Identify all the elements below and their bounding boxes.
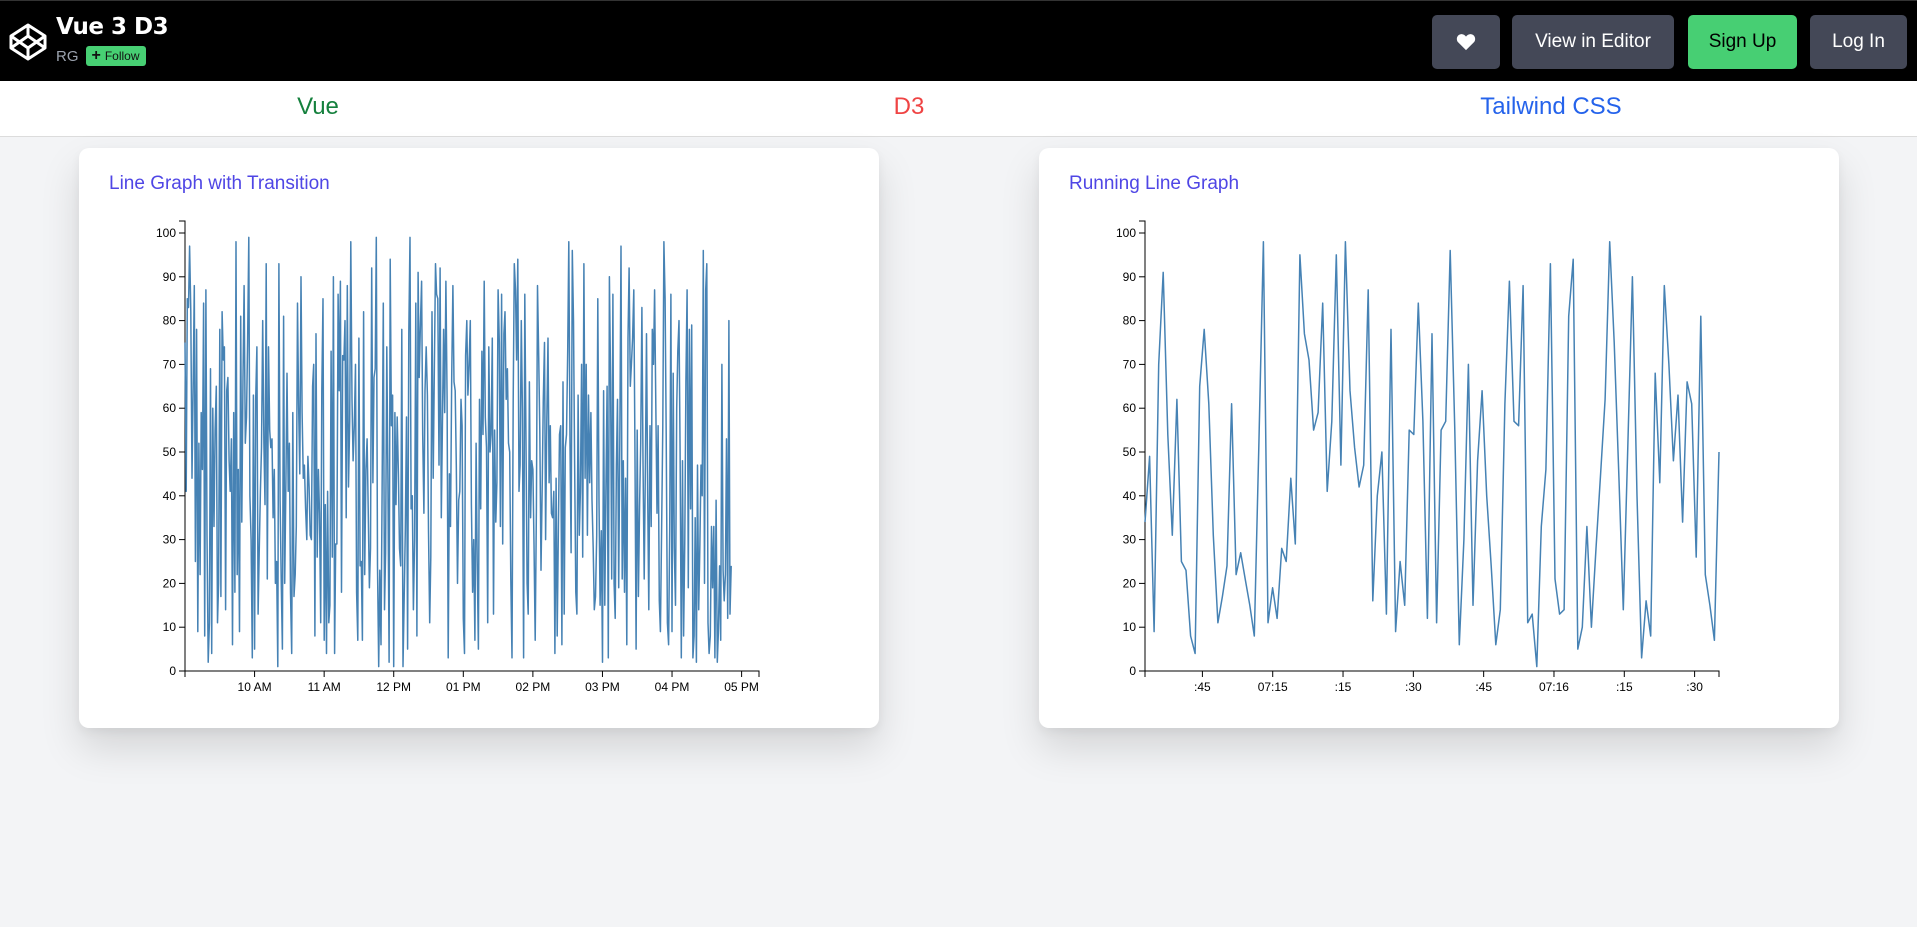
y-tick-label: 50 [163, 445, 177, 459]
running-line-graph-card: Running Line Graph 0 10 20 30 40 50 60 70 80 90 10… [1039, 148, 1839, 728]
y-tick-label: 100 [156, 226, 176, 240]
x-tick-label: 02 PM [516, 680, 551, 694]
pen-title: Vue 3 D3 [56, 14, 169, 40]
y-tick-label: 30 [163, 533, 177, 547]
x-tick-label: 01 PM [446, 680, 481, 694]
x-axis-line [1144, 670, 1720, 677]
series-line [1144, 241, 1720, 668]
log-in-button[interactable]: Log In [1810, 15, 1907, 69]
follow-label: Follow [104, 49, 140, 63]
pen-header: Vue 3 D3 RG + Follow View in Editor Sign… [0, 0, 1917, 81]
chart-title: Running Line Graph [1069, 173, 1240, 194]
y-tick-label: 80 [163, 314, 177, 328]
tech-bar: Vue D3 Tailwind CSS [0, 81, 1917, 137]
y-axis-line [1139, 220, 1146, 672]
y-tick-label: 40 [1123, 489, 1137, 503]
tech-tailwind-label: Tailwind CSS [1480, 93, 1622, 120]
x-tick-label: 07:16 [1539, 680, 1569, 694]
line-graph-chart: 0 10 20 30 40 50 60 70 80 90 100 10 AM 11 AM 12 PM 01 … [156, 220, 760, 694]
y-tick-label: 0 [169, 664, 176, 678]
x-tick-label: :15 [1335, 680, 1352, 694]
y-tick-label: 20 [163, 576, 177, 590]
author-name[interactable]: RG [56, 47, 79, 65]
tech-d3-label: D3 [893, 93, 925, 120]
y-tick-label: 10 [1123, 620, 1137, 634]
x-tick-label: :45 [1475, 680, 1492, 694]
x-tick-label: 04 PM [655, 680, 690, 694]
follow-button[interactable]: + Follow [85, 46, 146, 66]
line-graph-card: Line Graph with Transition 0 10 20 30 40 50 60… [79, 148, 879, 728]
y-tick-label: 70 [163, 357, 177, 371]
y-tick-label: 70 [1123, 357, 1137, 371]
tech-vue-label: Vue [297, 93, 339, 120]
y-tick-label: 60 [1123, 401, 1137, 415]
y-tick-label: 20 [1123, 576, 1137, 590]
sign-up-button[interactable]: Sign Up [1688, 15, 1797, 69]
chart-title: Line Graph with Transition [109, 173, 330, 194]
x-axis-line [184, 670, 760, 677]
codepen-logo-icon[interactable] [8, 22, 48, 62]
x-tick-label: :30 [1405, 680, 1422, 694]
view-in-editor-button[interactable]: View in Editor [1512, 15, 1674, 69]
pen-meta: RG + Follow [56, 46, 146, 66]
x-tick-label: 12 PM [376, 680, 411, 694]
x-tick-label: 03 PM [585, 680, 620, 694]
series-line [184, 236, 732, 668]
y-tick-label: 60 [163, 401, 177, 415]
y-tick-label: 80 [1123, 314, 1137, 328]
y-tick-label: 30 [1123, 533, 1137, 547]
x-tick-label: 07:15 [1258, 680, 1288, 694]
y-tick-label: 40 [163, 489, 177, 503]
y-tick-label: 90 [1123, 270, 1137, 284]
y-axis-line [179, 220, 186, 672]
x-tick-label: 05 PM [724, 680, 759, 694]
x-tick-label: 10 AM [238, 680, 272, 694]
y-tick-label: 10 [163, 620, 177, 634]
running-line-graph-chart: 0 10 20 30 40 50 60 70 80 90 100 :45 07:15 :15 :30 :45 0… [1116, 220, 1720, 694]
heart-button[interactable] [1432, 15, 1500, 69]
y-tick-label: 50 [1123, 445, 1137, 459]
y-tick-label: 90 [163, 270, 177, 284]
y-tick-label: 0 [1129, 664, 1136, 678]
heart-icon [1456, 34, 1476, 51]
x-tick-label: 11 AM [308, 680, 341, 694]
x-tick-label: :45 [1194, 680, 1211, 694]
y-tick-label: 100 [1116, 226, 1136, 240]
plus-icon: + [91, 47, 101, 64]
x-tick-label: :15 [1616, 680, 1633, 694]
x-tick-label: :30 [1686, 680, 1703, 694]
